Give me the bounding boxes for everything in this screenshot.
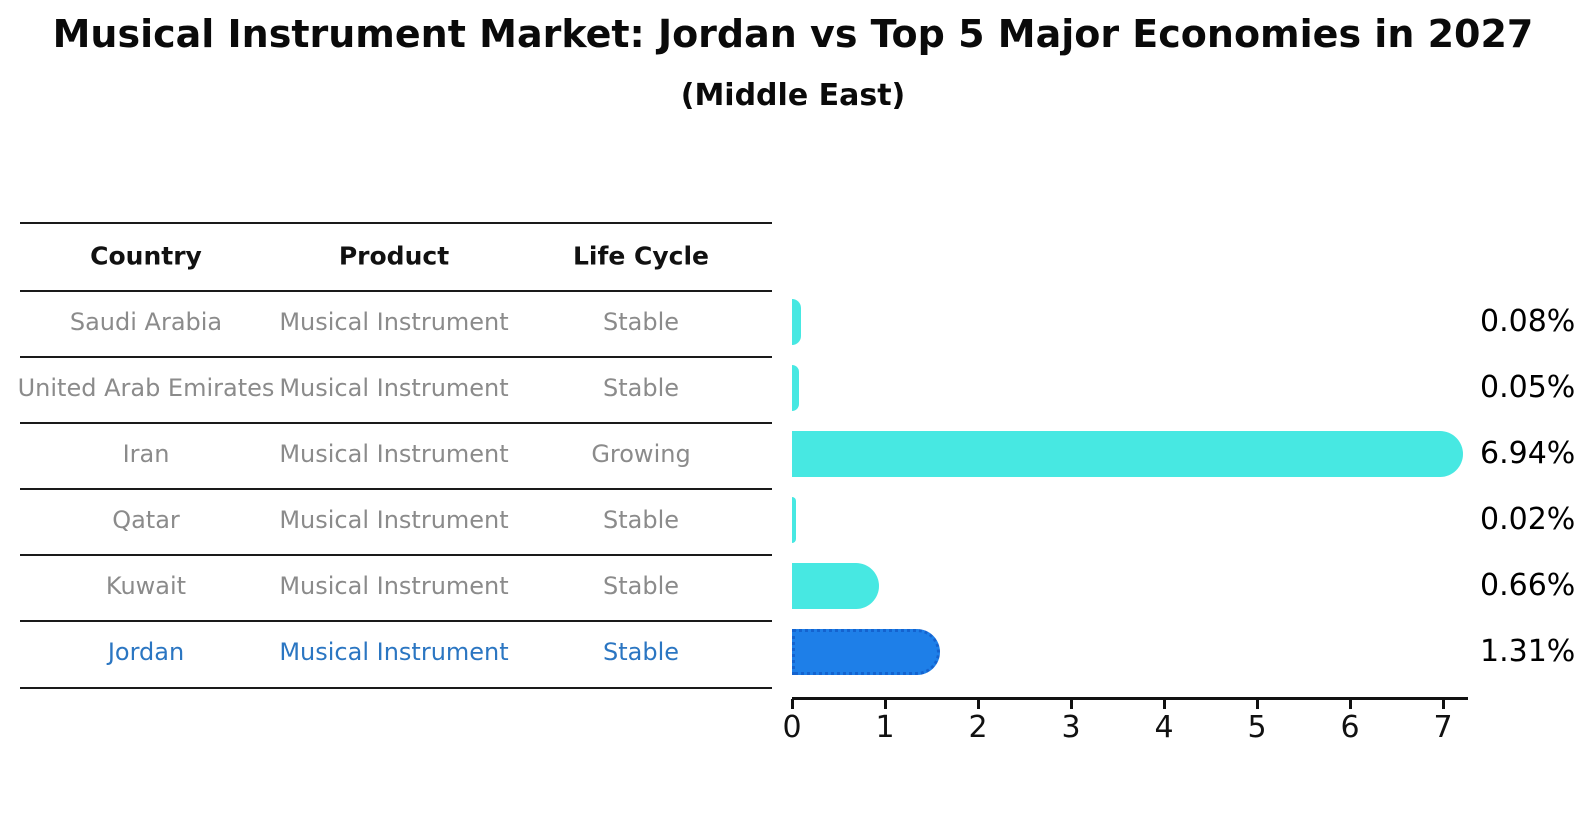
- table-header-country: Country: [90, 241, 202, 271]
- bar-value-label: 1.31%: [1480, 634, 1576, 669]
- table-cell-lifecycle: Growing: [591, 440, 691, 468]
- table-header-product: Product: [338, 241, 450, 271]
- table-cell-country: Saudi Arabia: [69, 308, 223, 336]
- x-axis-tick-label: 0: [782, 710, 802, 745]
- x-axis-tick-mark: [884, 699, 887, 709]
- x-axis-tick-label: 2: [968, 710, 988, 745]
- bar-value-label: 0.08%: [1480, 304, 1576, 339]
- table-cell-product: Musical Instrument: [279, 572, 509, 600]
- x-axis-tick-mark: [1442, 699, 1445, 709]
- chart-subtitle: (Middle East): [680, 78, 906, 113]
- x-axis-tick-label: 7: [1433, 710, 1453, 745]
- x-axis-tick-label: 5: [1247, 710, 1267, 745]
- x-axis-tick-mark: [977, 699, 980, 709]
- bar-value-label: 0.02%: [1480, 502, 1576, 537]
- table-divider-line: [20, 620, 772, 622]
- table-cell-lifecycle: Stable: [602, 308, 680, 336]
- table-divider-line: [20, 554, 772, 556]
- bar-kuwait: [792, 563, 879, 609]
- table-cell-country: Jordan: [107, 638, 185, 666]
- bar-value-label: 6.94%: [1480, 436, 1576, 471]
- table-header-lifecycle: Life Cycle: [572, 241, 710, 271]
- x-axis-tick-mark: [1070, 699, 1073, 709]
- x-axis-tick-mark: [791, 699, 794, 709]
- x-axis-tick-mark: [1163, 699, 1166, 709]
- bar-qatar: [792, 497, 796, 543]
- table-cell-product: Musical Instrument: [279, 506, 509, 534]
- x-axis-tick-mark: [1349, 699, 1352, 709]
- table-cell-lifecycle: Stable: [602, 506, 680, 534]
- x-axis-tick-label: 3: [1061, 710, 1081, 745]
- x-axis-tick-label: 1: [875, 710, 895, 745]
- table-cell-country: Kuwait: [105, 572, 187, 600]
- x-axis-line: [792, 697, 1468, 700]
- table-cell-country: Qatar: [112, 506, 180, 534]
- table-cell-product: Musical Instrument: [279, 308, 509, 336]
- table-divider-line: [20, 222, 772, 224]
- table-divider-line: [20, 422, 772, 424]
- bar-value-label: 0.05%: [1480, 370, 1576, 405]
- bar-jordan: [792, 629, 940, 675]
- table-divider-line: [20, 488, 772, 490]
- table-cell-product: Musical Instrument: [279, 374, 509, 402]
- x-axis-tick-label: 6: [1340, 710, 1360, 745]
- bar-value-label: 0.66%: [1480, 568, 1576, 603]
- x-axis-tick-mark: [1256, 699, 1259, 709]
- table-cell-product: Musical Instrument: [279, 440, 509, 468]
- table-cell-country: United Arab Emirates: [17, 374, 275, 402]
- table-cell-product: Musical Instrument: [279, 638, 509, 666]
- bar-united-arab-emirates: [792, 365, 799, 411]
- table-divider-line: [20, 687, 772, 689]
- table-divider-line: [20, 356, 772, 358]
- table-cell-lifecycle: Stable: [602, 572, 680, 600]
- table-cell-lifecycle: Stable: [602, 638, 680, 666]
- bar-iran: [792, 431, 1463, 477]
- bar-saudi-arabia: [792, 299, 801, 345]
- table-cell-lifecycle: Stable: [602, 374, 680, 402]
- x-axis-tick-label: 4: [1154, 710, 1174, 745]
- chart-title: Musical Instrument Market: Jordan vs Top…: [52, 12, 1534, 56]
- table-cell-country: Iran: [122, 440, 170, 468]
- table-divider-line: [20, 290, 772, 292]
